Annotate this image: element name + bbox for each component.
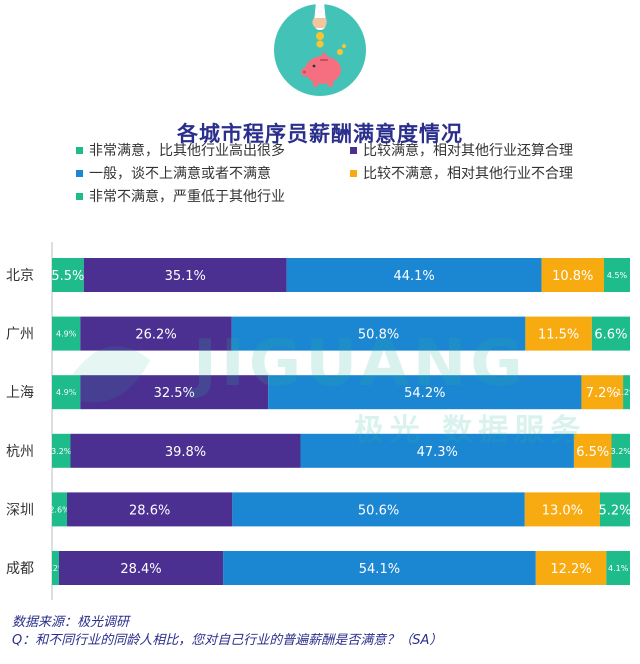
bar-segment — [611, 433, 630, 468]
bar-segment — [52, 258, 84, 292]
bar-segment — [80, 375, 269, 410]
bar-segment — [67, 492, 233, 527]
legend-swatch — [76, 192, 83, 200]
data-label: 5.2% — [598, 503, 631, 518]
data-label: 32.5% — [154, 386, 195, 401]
data-label: 6.5% — [576, 445, 609, 460]
data-label: 3.2% — [51, 447, 72, 456]
bar-segment — [232, 492, 525, 527]
bar-segment — [524, 492, 600, 527]
category-label: 广州 — [6, 327, 34, 343]
category-label: 北京 — [6, 268, 34, 284]
data-label: 7.2% — [586, 386, 619, 401]
legend-swatch — [350, 169, 357, 177]
data-label: 5.5% — [51, 269, 84, 284]
data-label: 50.6% — [358, 503, 399, 518]
legend-item: 非常不满意，严重低于其他行业 — [76, 186, 285, 206]
bar-segment — [535, 551, 607, 585]
data-label: 13.0% — [542, 503, 583, 518]
bar-segment — [623, 375, 630, 410]
bar-segment — [52, 433, 71, 468]
legend-item: 非常满意，比其他行业高出很多 — [76, 140, 285, 160]
data-label: 4.5% — [607, 271, 628, 280]
data-label: 54.2% — [404, 386, 445, 401]
data-label: 26.2% — [135, 328, 176, 343]
data-label: 28.4% — [120, 562, 161, 577]
legend-item: 比较满意，相对其他行业还算合理 — [350, 140, 573, 160]
data-label: 10.8% — [552, 269, 593, 284]
bar-segment — [231, 316, 526, 351]
data-label: 6.6% — [594, 328, 627, 343]
data-label: 39.8% — [165, 445, 206, 460]
data-label: 1.2% — [616, 388, 637, 397]
data-label: 50.8% — [358, 328, 399, 343]
category-label: 上海 — [6, 385, 34, 401]
bar-segment — [525, 316, 592, 351]
legend-label: 比较不满意，相对其他行业不合理 — [363, 166, 573, 182]
data-label: 1.2% — [45, 564, 66, 573]
bar-segment — [80, 316, 232, 351]
bar-segment — [52, 492, 68, 527]
data-label: 11.5% — [538, 328, 579, 343]
legend-item: 一般，谈不上满意或者不满意 — [76, 163, 271, 183]
bar-segment — [268, 375, 582, 410]
bar-segment — [541, 258, 604, 292]
bar-segment — [591, 316, 630, 351]
footer: 数据来源：极光调研 Q：和不同行业的同龄人相比，您对自己行业的普遍薪酬是否满意？… — [12, 614, 442, 650]
bar-segment — [286, 258, 542, 292]
survey-question: Q：和不同行业的同龄人相比，您对自己行业的普遍薪酬是否满意？（SA） — [12, 633, 443, 648]
data-label: 44.1% — [393, 269, 434, 284]
bar-segment — [70, 433, 301, 468]
legend: 非常满意，比其他行业高出很多 比较满意，相对其他行业还算合理 一般，谈不上满意或… — [0, 0, 640, 240]
bar-segment — [223, 551, 536, 585]
data-label: 4.1% — [608, 564, 629, 573]
legend-swatch — [76, 169, 83, 177]
legend-swatch — [76, 146, 83, 154]
bar-segment — [58, 551, 224, 585]
data-source: 数据来源：极光调研 — [12, 615, 130, 630]
bar-segment — [606, 551, 630, 585]
bar-segment — [83, 258, 287, 292]
bar-segment — [52, 316, 81, 351]
bar-segment — [52, 551, 59, 585]
data-label: 28.6% — [129, 503, 170, 518]
bar-segment — [52, 375, 81, 410]
legend-label: 比较满意，相对其他行业还算合理 — [363, 143, 573, 159]
legend-swatch — [350, 146, 357, 154]
category-label: 杭州 — [6, 444, 34, 460]
data-label: 4.9% — [56, 330, 77, 339]
category-label: 深圳 — [6, 502, 34, 518]
legend-label: 非常满意，比其他行业高出很多 — [89, 143, 285, 159]
data-label: 4.9% — [56, 388, 77, 397]
chart-title: 各城市程序员薪酬满意度情况 — [177, 122, 463, 146]
piggy-bank-icon — [274, 2, 366, 96]
data-label: 2.6% — [49, 505, 70, 514]
data-label: 3.2% — [611, 447, 632, 456]
bar-segment — [603, 258, 630, 292]
bar-segment — [599, 492, 630, 527]
legend-label: 非常不满意，严重低于其他行业 — [89, 189, 285, 205]
bar-segment — [300, 433, 574, 468]
legend-item: 比较不满意，相对其他行业不合理 — [350, 163, 573, 183]
bar-segment — [581, 375, 624, 410]
data-label: 54.1% — [359, 562, 400, 577]
data-label: 35.1% — [165, 269, 206, 284]
category-label: 成都 — [6, 561, 34, 577]
bar-segment — [573, 433, 612, 468]
legend-label: 一般，谈不上满意或者不满意 — [89, 166, 271, 182]
data-label: 47.3% — [417, 445, 458, 460]
data-label: 12.2% — [550, 562, 591, 577]
